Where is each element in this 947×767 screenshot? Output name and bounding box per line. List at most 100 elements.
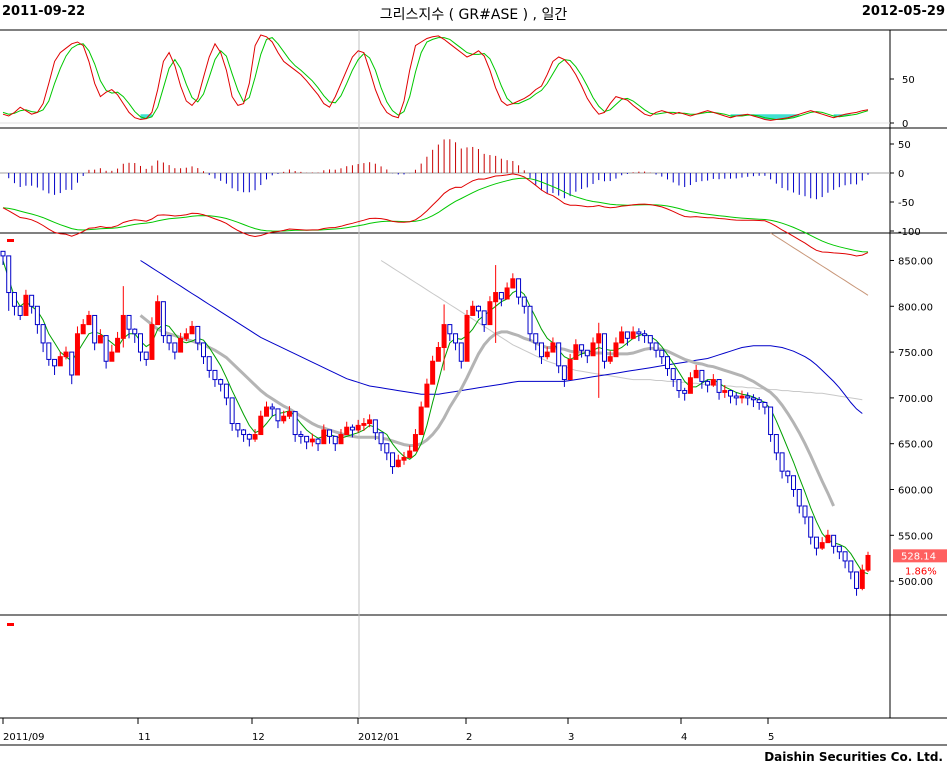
price-tick-label: 850.00 <box>898 256 933 267</box>
candle-body <box>813 536 819 549</box>
candle-body <box>395 459 401 468</box>
candle-body <box>527 305 533 335</box>
ma60-line <box>140 260 863 414</box>
candle-body <box>367 419 373 425</box>
ma-brown-line <box>770 232 869 296</box>
candle-body <box>750 397 756 401</box>
candle-body <box>155 301 161 326</box>
candle-body <box>642 333 648 337</box>
candle-body <box>29 294 35 307</box>
candle-body <box>854 571 860 589</box>
last-price-label: 528.14 <box>901 551 936 562</box>
candle-body <box>40 324 46 344</box>
ma5-line <box>2 260 869 575</box>
candle-body <box>579 344 585 351</box>
candle-body <box>384 443 390 454</box>
candle-body <box>573 344 579 360</box>
candle-body <box>0 250 6 257</box>
candle-body <box>137 333 143 353</box>
last-price-box <box>893 549 947 563</box>
candle-body <box>430 360 436 385</box>
candle-body <box>378 432 384 445</box>
candle-body <box>292 411 298 436</box>
candle-body <box>481 310 487 326</box>
candle-body <box>487 301 493 326</box>
candle-body <box>57 356 63 367</box>
candle-body <box>304 435 310 443</box>
candle-body <box>544 351 550 358</box>
candle-body <box>281 415 287 422</box>
candle-body <box>504 287 510 300</box>
candle-body <box>498 292 504 300</box>
candle-body <box>355 424 361 431</box>
candle-body <box>676 379 682 392</box>
x-axis-label: 2011/09 <box>3 732 45 743</box>
candle-body <box>269 406 275 410</box>
price-tick-label: 600.00 <box>898 485 933 496</box>
price-tick-label: 750.00 <box>898 348 933 359</box>
candle-body <box>298 434 304 437</box>
candle-body <box>264 406 270 417</box>
candle-body <box>665 356 671 370</box>
candle-body <box>567 358 573 381</box>
candle-body <box>785 470 791 477</box>
macd-tick-label: 50 <box>898 140 911 151</box>
candle-body <box>601 333 607 362</box>
candle-body <box>453 333 459 344</box>
candle-body <box>773 434 779 454</box>
candle-body <box>69 351 75 376</box>
candle-body <box>120 314 126 339</box>
candle-body <box>143 351 149 360</box>
candle-body <box>441 324 447 349</box>
candle-body <box>97 335 103 344</box>
x-axis-label: 11 <box>138 732 151 743</box>
candle-body <box>710 379 716 386</box>
candle-body <box>412 434 418 452</box>
candle-body <box>166 335 172 344</box>
price-tick-label: 550.00 <box>898 531 933 542</box>
candle-body <box>189 325 195 335</box>
candle-body <box>407 450 413 458</box>
candle-body <box>630 331 636 339</box>
candle-body <box>424 383 430 408</box>
candle-body <box>475 305 481 312</box>
stoch-tick-label: 50 <box>902 75 915 86</box>
candle-body <box>344 426 350 436</box>
candle-body <box>659 349 665 358</box>
x-axis-label: 12 <box>252 732 265 743</box>
candle-body <box>859 569 865 589</box>
x-axis-label: 2012/01 <box>358 732 400 743</box>
candle-body <box>533 333 539 344</box>
candle-body <box>791 475 797 490</box>
candle-body <box>372 419 378 434</box>
candle-body <box>670 368 676 381</box>
company-credit: Daishin Securities Co. Ltd. <box>764 750 943 764</box>
candle-body <box>195 325 201 344</box>
candle-body <box>779 452 785 472</box>
candle-body <box>149 324 155 360</box>
candle-body <box>464 314 470 362</box>
candle-body <box>808 516 814 538</box>
macd-line <box>2 173 869 257</box>
x-axis-label: 3 <box>568 732 574 743</box>
price-tick-label: 500.00 <box>898 577 933 588</box>
candle-body <box>756 399 762 403</box>
candle-body <box>212 369 218 381</box>
candle-body <box>349 426 355 431</box>
candle-body <box>521 296 527 307</box>
candle-body <box>235 423 241 431</box>
candle-body <box>401 456 407 461</box>
macd-signal-line <box>2 177 869 253</box>
indicator-marker <box>7 623 14 626</box>
price-tick-label: 800.00 <box>898 302 933 313</box>
candle-body <box>550 342 556 353</box>
candle-body <box>561 365 567 381</box>
candle-body <box>687 377 693 394</box>
candle-body <box>132 328 138 335</box>
candle-body <box>722 390 728 393</box>
candle-body <box>92 314 98 344</box>
candle-body <box>6 255 12 294</box>
candle-body <box>390 452 396 468</box>
candle-body <box>836 545 842 553</box>
